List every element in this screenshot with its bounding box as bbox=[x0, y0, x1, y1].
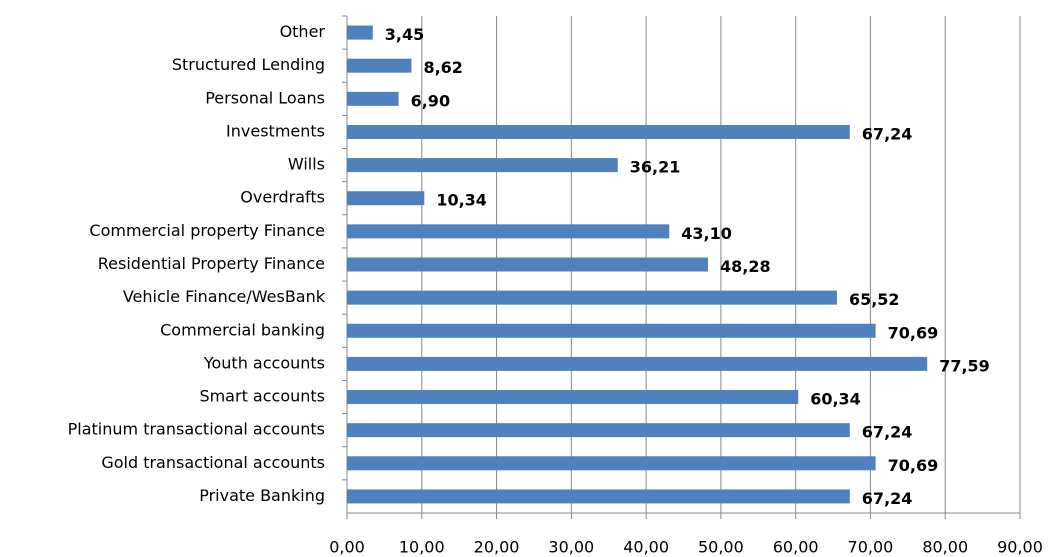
y-tick-label: Overdrafts bbox=[240, 188, 325, 207]
value-label: 36,21 bbox=[630, 158, 681, 177]
x-tick-label: 20,00 bbox=[474, 538, 520, 557]
value-label: 8,62 bbox=[423, 58, 462, 77]
bar bbox=[347, 224, 670, 239]
y-tick-label: Youth accounts bbox=[203, 353, 325, 372]
value-label: 3,45 bbox=[385, 25, 424, 44]
y-tick-label: Commercial property Finance bbox=[89, 221, 325, 240]
y-tick-label: Wills bbox=[288, 155, 325, 174]
x-tick-label: 60,00 bbox=[773, 538, 819, 557]
y-tick-label: Vehicle Finance/WesBank bbox=[123, 287, 326, 306]
bar bbox=[347, 191, 425, 206]
bar bbox=[347, 290, 837, 305]
value-label: 60,34 bbox=[810, 390, 861, 409]
bar bbox=[347, 356, 928, 371]
y-tick-label: Investments bbox=[226, 121, 325, 140]
x-tick-label: 30,00 bbox=[548, 538, 594, 557]
y-tick-label: Residential Property Finance bbox=[98, 254, 325, 273]
y-tick-label: Structured Lending bbox=[172, 55, 325, 74]
x-tick-label: 70,00 bbox=[848, 538, 894, 557]
value-label: 48,28 bbox=[720, 257, 771, 276]
bar bbox=[347, 91, 399, 106]
bar bbox=[347, 456, 876, 471]
y-tick-label: Private Banking bbox=[199, 486, 325, 505]
x-tick-label: 0,00 bbox=[329, 538, 365, 557]
x-tick-label: 10,00 bbox=[399, 538, 445, 557]
value-label: 70,69 bbox=[888, 323, 939, 342]
y-tick-label: Smart accounts bbox=[199, 387, 325, 406]
y-tick-label: Commercial banking bbox=[160, 320, 325, 339]
x-tick-label: 40,00 bbox=[623, 538, 669, 557]
bar bbox=[347, 323, 876, 338]
y-tick-label: Other bbox=[280, 22, 326, 41]
y-tick-label: Platinum transactional accounts bbox=[68, 420, 325, 439]
bar bbox=[347, 25, 373, 40]
bar bbox=[347, 489, 850, 504]
value-label: 67,24 bbox=[862, 124, 913, 143]
value-label: 70,69 bbox=[888, 456, 939, 475]
value-label: 77,59 bbox=[939, 356, 990, 375]
x-tick-label: 50,00 bbox=[698, 538, 744, 557]
value-label: 67,24 bbox=[862, 423, 913, 442]
bar bbox=[347, 423, 850, 438]
bar bbox=[347, 158, 618, 173]
bar bbox=[347, 390, 799, 405]
x-tick-label: 90,00 bbox=[997, 538, 1043, 557]
value-label: 10,34 bbox=[436, 191, 487, 210]
y-tick-label: Personal Loans bbox=[205, 88, 325, 107]
value-label: 43,10 bbox=[681, 224, 732, 243]
bar bbox=[347, 58, 412, 73]
bar bbox=[347, 257, 709, 272]
x-tick-label: 80,00 bbox=[922, 538, 968, 557]
value-label: 65,52 bbox=[849, 290, 900, 309]
value-label: 67,24 bbox=[862, 489, 913, 508]
bar bbox=[347, 124, 850, 139]
y-tick-label: Gold transactional accounts bbox=[101, 453, 325, 472]
value-label: 6,90 bbox=[411, 91, 450, 110]
